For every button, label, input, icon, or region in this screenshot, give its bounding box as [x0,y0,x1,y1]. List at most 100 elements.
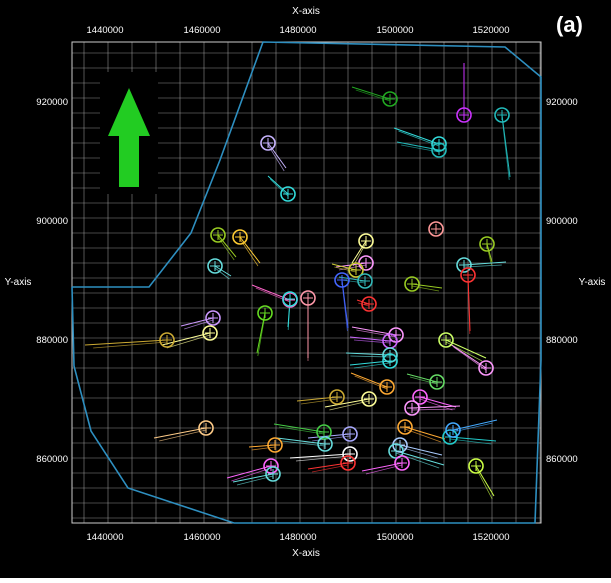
x-ticks-bottom: 1440000 1460000 1480000 1500000 1520000 [87,532,510,543]
well-trace [184,319,214,330]
well-trace [406,373,438,383]
well-marker [329,389,345,405]
north-arrow [100,72,158,194]
y-tick-label: 880000 [546,335,578,346]
well-markers [159,91,510,482]
y-tick-label: 860000 [36,454,68,465]
well-trace [276,437,326,445]
well-trace [341,281,348,332]
well-marker [257,305,273,321]
well-trace [351,86,391,100]
well-trace [255,287,291,303]
well-marker [342,446,358,462]
well-trace [334,266,357,273]
well-marker [207,258,223,274]
y-tick-label: 900000 [546,216,578,227]
well-trace [411,285,440,292]
y-axis-label-right: Y-axis [579,277,606,288]
well-trace [351,240,367,264]
well-trace [338,276,366,282]
well-trace [411,405,461,409]
well-marker [397,419,413,435]
well-trace [267,175,289,195]
well-trace [358,302,370,307]
well-trace [353,242,367,267]
x-tick-label: 1520000 [473,25,510,36]
well-trace [354,375,388,390]
well-trace [239,236,261,264]
x-axis-label-bottom: X-axis [292,548,320,559]
well-trace [269,178,289,197]
well-marker [456,257,472,273]
x-axis-label-top: X-axis [292,6,320,17]
well-trace [231,467,272,482]
well-trace [214,265,232,277]
well-marker [460,267,476,283]
well-trace [295,455,351,462]
well-marker [379,379,395,395]
well-marker [358,233,374,249]
well-trace [251,446,276,451]
well-marker [205,310,221,326]
well-marker [263,458,279,474]
well-trace [486,245,492,266]
well-marker [357,273,373,289]
x-tick-label: 1480000 [280,25,317,36]
well-marker [388,327,404,343]
well-marker [348,262,364,278]
well-marker [404,276,420,292]
well-marker [468,458,484,474]
y-ticks-right: 920000 900000 880000 860000 [546,97,578,465]
y-ticks-left: 920000 900000 880000 860000 [36,97,68,465]
well-trace [355,89,391,102]
well-marker [300,290,316,306]
panel-label: (a) [556,12,583,37]
x-tick-label: 1520000 [473,532,510,543]
well-marker [478,360,494,376]
well-trace [93,341,168,349]
area-boundary [71,41,542,524]
well-trace [353,339,391,344]
well-marker [198,420,214,436]
well-marker [428,221,444,237]
y-tick-label: 860000 [546,454,578,465]
well-trace [409,376,438,385]
well-trace [166,334,211,349]
well-trace [395,450,445,466]
well-trace [161,332,211,346]
well-trace [486,243,493,263]
x-tick-label: 1440000 [87,532,124,543]
well-marker [280,186,296,202]
well-marker [361,296,377,312]
well-marker [202,325,218,341]
x-tick-label: 1440000 [87,25,124,36]
x-ticks-top: 1440000 1460000 1480000 1500000 1520000 [87,25,510,36]
well-marker [342,426,358,442]
well-marker [445,422,461,438]
well-trace [159,429,207,442]
well-marker [282,291,298,307]
well-trace [463,264,502,268]
x-tick-label: 1480000 [280,532,317,543]
x-tick-label: 1500000 [377,532,414,543]
well-trace [501,116,510,181]
y-axis-label-left: Y-axis [5,277,32,288]
well-marker [431,142,447,158]
well-marker [479,236,495,252]
well-trace [267,142,287,169]
y-tick-label: 920000 [546,97,578,108]
well-marker [412,389,428,405]
y-tick-label: 920000 [36,97,68,108]
well-marker [317,436,333,452]
y-tick-label: 900000 [36,216,68,227]
well-marker [382,353,398,369]
well-marker [456,107,472,123]
well-marker [494,107,510,123]
x-tick-label: 1460000 [184,25,221,36]
well-trace [217,234,237,258]
well-marker [388,443,404,459]
x-tick-label: 1460000 [184,532,221,543]
well-trace [84,339,168,346]
